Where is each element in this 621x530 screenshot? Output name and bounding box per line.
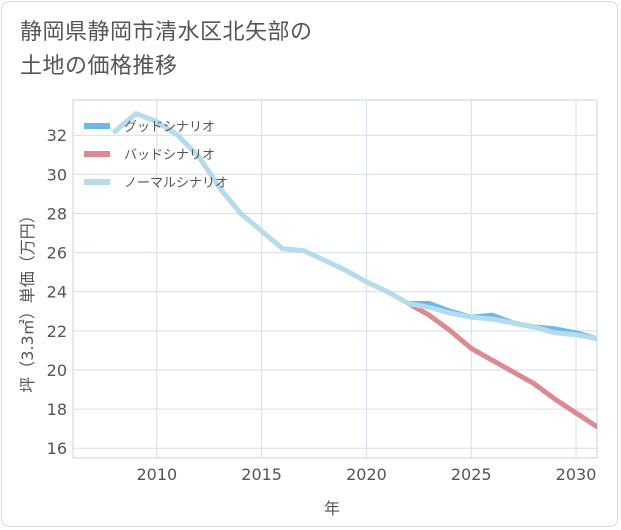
- y-tick-label: 20: [47, 361, 67, 380]
- series-lines: [112, 111, 597, 430]
- legend-label-2: バッドシナリオ: [124, 148, 215, 163]
- y-tick-label: 16: [47, 439, 67, 458]
- plot-frame: [72, 99, 598, 459]
- y-axis-title: 坪（3.3㎡）単価（万円）: [18, 207, 37, 392]
- chart-title-line-2: 土地の価格推移: [20, 54, 178, 79]
- x-tick-label: 2030: [556, 465, 597, 484]
- y-tick-label: 26: [47, 244, 67, 263]
- x-tick-labels: 2010 2015 2020 2025 2030: [136, 465, 596, 484]
- x-tick-label: 2020: [346, 465, 387, 484]
- x-tick-label: 2010: [136, 465, 177, 484]
- y-tick-label: 18: [47, 400, 67, 419]
- legend-label-3: ノーマルシナリオ: [124, 176, 228, 191]
- y-tick-label: 30: [47, 165, 67, 184]
- y-tick-label: 28: [47, 204, 67, 223]
- y-tick-label: 32: [47, 126, 67, 145]
- series-line-2: [405, 301, 597, 430]
- x-tick-label: 2025: [451, 465, 492, 484]
- legend-label-1: グッドシナリオ: [124, 120, 215, 135]
- x-tick-label: 2015: [241, 465, 282, 484]
- series-line-3: [112, 111, 597, 342]
- y-tick-label: 24: [47, 283, 67, 302]
- chart-title: 静岡県静岡市清水区北矢部の 土地の価格推移: [20, 16, 313, 84]
- y-tick-label: 22: [47, 322, 67, 341]
- y-tick-labels: 16 18 20 22 24 26 28 30 32: [47, 126, 67, 458]
- chart-title-line-1: 静岡県静岡市清水区北矢部の: [20, 20, 313, 45]
- x-axis-title: 年: [324, 499, 340, 518]
